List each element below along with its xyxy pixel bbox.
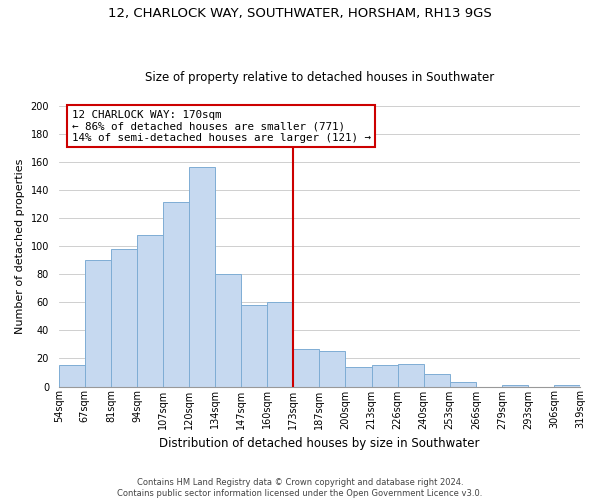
Bar	[137, 235, 163, 386]
Bar	[502, 385, 528, 386]
Bar	[163, 202, 189, 386]
X-axis label: Distribution of detached houses by size in Southwater: Distribution of detached houses by size …	[159, 437, 479, 450]
Bar	[293, 348, 319, 387]
Text: Contains HM Land Registry data © Crown copyright and database right 2024.
Contai: Contains HM Land Registry data © Crown c…	[118, 478, 482, 498]
Text: 12, CHARLOCK WAY, SOUTHWATER, HORSHAM, RH13 9GS: 12, CHARLOCK WAY, SOUTHWATER, HORSHAM, R…	[108, 8, 492, 20]
Bar	[319, 352, 346, 386]
Bar	[215, 274, 241, 386]
Bar	[449, 382, 476, 386]
Bar	[85, 260, 111, 386]
Title: Size of property relative to detached houses in Southwater: Size of property relative to detached ho…	[145, 70, 494, 84]
Bar	[424, 374, 449, 386]
Bar	[371, 366, 398, 386]
Bar	[267, 302, 293, 386]
Bar	[554, 385, 580, 386]
Bar	[346, 367, 371, 386]
Text: 12 CHARLOCK WAY: 170sqm
← 86% of detached houses are smaller (771)
14% of semi-d: 12 CHARLOCK WAY: 170sqm ← 86% of detache…	[72, 110, 371, 143]
Y-axis label: Number of detached properties: Number of detached properties	[15, 158, 25, 334]
Bar	[398, 364, 424, 386]
Bar	[241, 305, 267, 386]
Bar	[111, 249, 137, 386]
Bar	[59, 366, 85, 386]
Bar	[189, 168, 215, 386]
